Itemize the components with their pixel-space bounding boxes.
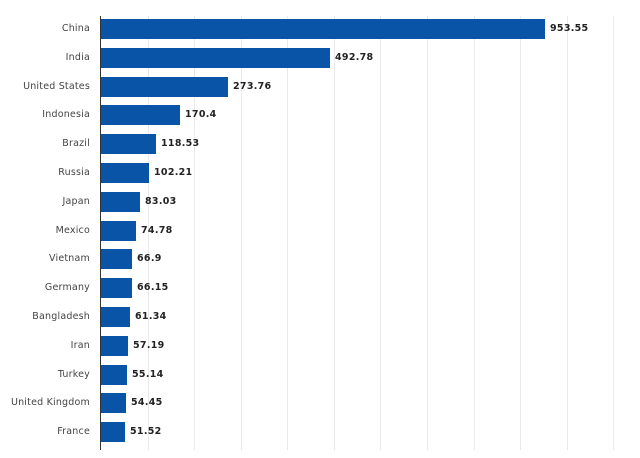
bar[interactable] bbox=[101, 19, 545, 39]
value-label: 170.4 bbox=[185, 109, 217, 120]
gridline bbox=[334, 16, 335, 450]
gridline bbox=[148, 16, 149, 450]
bar-row: United States 273.76 bbox=[0, 74, 640, 103]
value-label: 57.19 bbox=[133, 340, 165, 351]
category-label: Japan bbox=[62, 196, 90, 207]
value-label: 102.21 bbox=[154, 167, 193, 178]
bar-row: France 51.52 bbox=[0, 419, 640, 448]
category-label: China bbox=[61, 23, 90, 34]
value-label: 55.14 bbox=[132, 369, 164, 380]
bar[interactable] bbox=[101, 249, 132, 269]
category-label: Bangladesh bbox=[32, 311, 90, 322]
bar[interactable] bbox=[101, 105, 180, 125]
bar[interactable] bbox=[101, 163, 149, 183]
gridline bbox=[194, 16, 195, 450]
bar[interactable] bbox=[101, 307, 130, 327]
value-label: 74.78 bbox=[141, 225, 173, 236]
bar-row: Mexico 74.78 bbox=[0, 218, 640, 247]
category-label: France bbox=[57, 426, 90, 437]
gridline bbox=[287, 16, 288, 450]
bar-row: United Kingdom 54.45 bbox=[0, 390, 640, 419]
gridline bbox=[613, 16, 614, 450]
value-label: 51.52 bbox=[130, 426, 162, 437]
category-label: Germany bbox=[44, 282, 90, 293]
category-label: United Kingdom bbox=[10, 397, 90, 408]
bar[interactable] bbox=[101, 134, 156, 154]
y-axis-line bbox=[100, 16, 101, 450]
category-label: Brazil bbox=[62, 138, 90, 149]
bar-row: Indonesia 170.4 bbox=[0, 102, 640, 131]
bar-row: Japan 83.03 bbox=[0, 189, 640, 218]
value-label: 83.03 bbox=[145, 196, 177, 207]
value-label: 66.9 bbox=[137, 253, 162, 264]
bar[interactable] bbox=[101, 192, 140, 212]
bar-row: India 492.78 bbox=[0, 45, 640, 74]
bar[interactable] bbox=[101, 278, 132, 298]
value-label: 61.34 bbox=[135, 311, 167, 322]
bar[interactable] bbox=[101, 48, 330, 68]
category-label: India bbox=[65, 52, 90, 63]
bar[interactable] bbox=[101, 422, 125, 442]
bar-row: Brazil 118.53 bbox=[0, 131, 640, 160]
gridline bbox=[380, 16, 381, 450]
bar-row: China 953.55 bbox=[0, 16, 640, 45]
gridline bbox=[567, 16, 568, 450]
gridline bbox=[241, 16, 242, 450]
gridline bbox=[427, 16, 428, 450]
category-label: United States bbox=[23, 81, 90, 92]
value-label: 54.45 bbox=[131, 397, 163, 408]
value-label: 118.53 bbox=[161, 138, 200, 149]
bar[interactable] bbox=[101, 393, 126, 413]
bar[interactable] bbox=[101, 77, 228, 97]
gridline bbox=[474, 16, 475, 450]
category-label: Vietnam bbox=[49, 253, 90, 264]
gridline bbox=[520, 16, 521, 450]
bar-row: Vietnam 66.9 bbox=[0, 246, 640, 275]
value-label: 66.15 bbox=[137, 282, 169, 293]
bar[interactable] bbox=[101, 365, 127, 385]
category-label: Mexico bbox=[55, 225, 90, 236]
bar-row: Iran 57.19 bbox=[0, 333, 640, 362]
bar[interactable] bbox=[101, 336, 128, 356]
bar-row: Russia 102.21 bbox=[0, 160, 640, 189]
bar-row: Germany 66.15 bbox=[0, 275, 640, 304]
bar-row: Bangladesh 61.34 bbox=[0, 304, 640, 333]
bar-row: Turkey 55.14 bbox=[0, 362, 640, 391]
category-label: Turkey bbox=[57, 369, 90, 380]
category-label: Russia bbox=[58, 167, 90, 178]
value-label: 492.78 bbox=[335, 52, 374, 63]
category-label: Iran bbox=[70, 340, 90, 351]
bar[interactable] bbox=[101, 221, 136, 241]
value-label: 953.55 bbox=[550, 23, 589, 34]
value-label: 273.76 bbox=[233, 81, 272, 92]
category-label: Indonesia bbox=[42, 109, 90, 120]
